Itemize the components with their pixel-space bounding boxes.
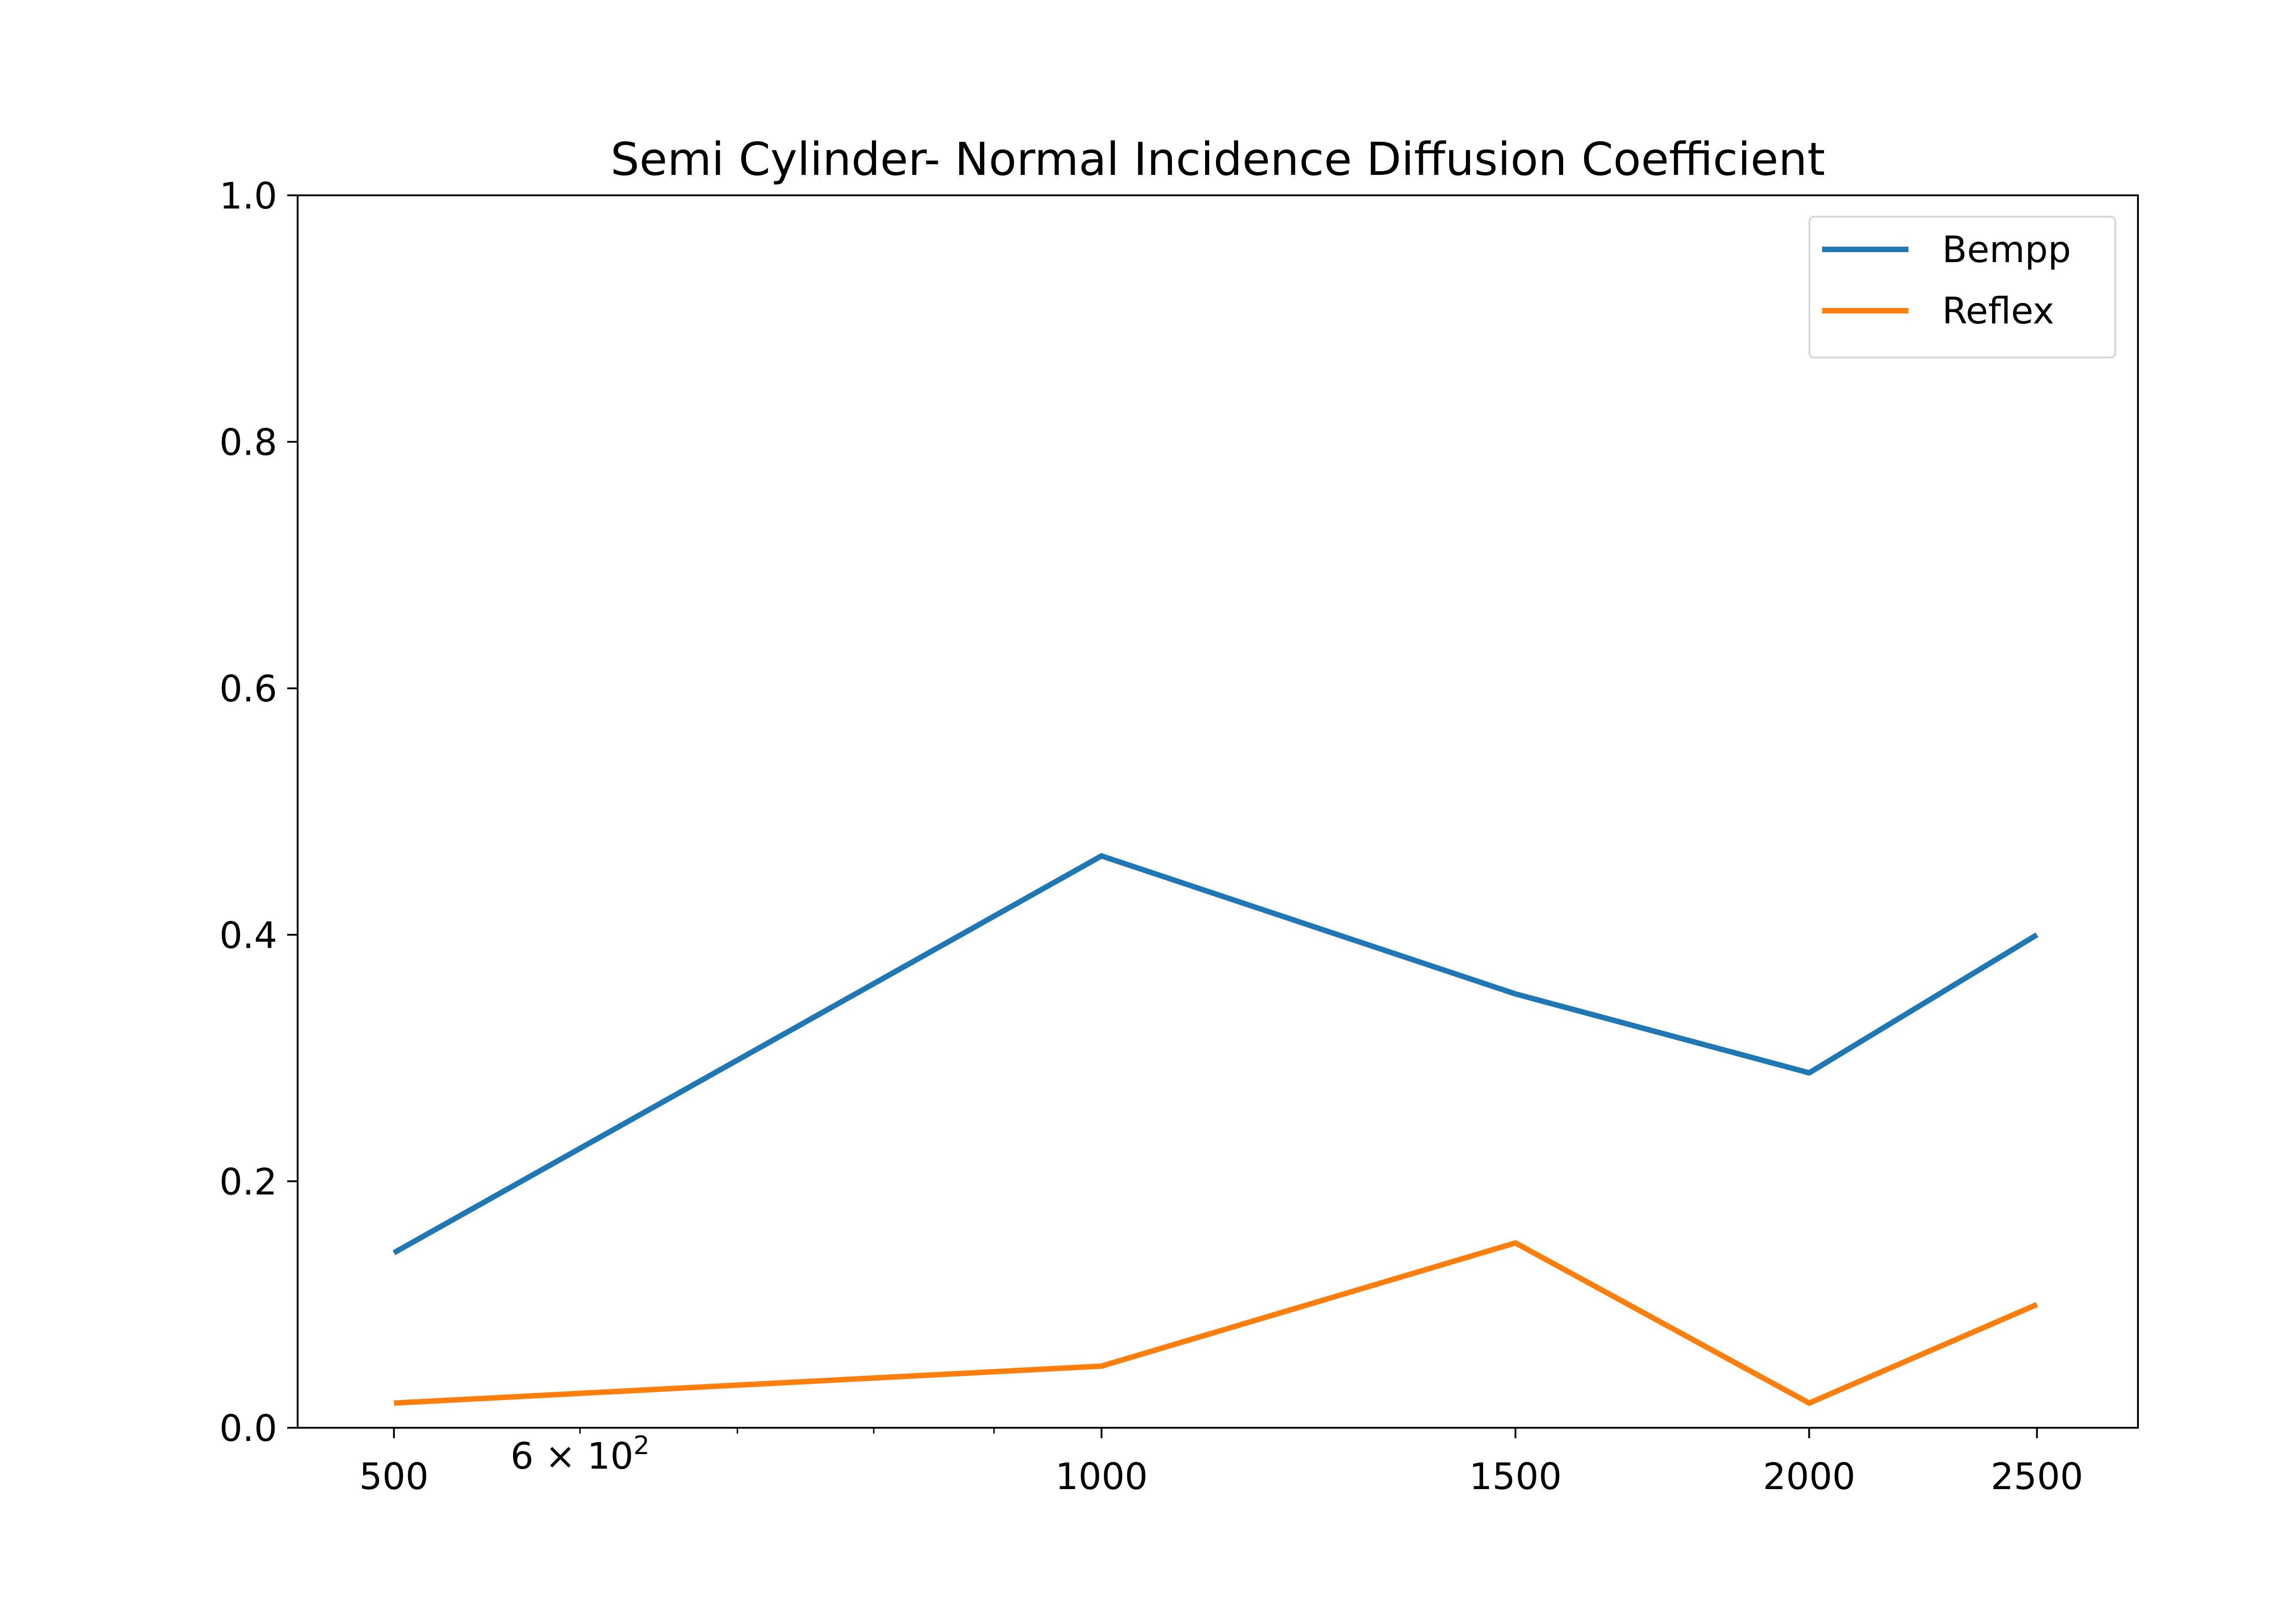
series-line-bempp (392, 853, 2038, 1256)
y-tick-label: 0.2 (219, 1161, 277, 1203)
plot-frame (297, 194, 2139, 1429)
legend-label-bempp: Bempp (1942, 228, 2071, 271)
y-tick-label: 0.8 (219, 422, 277, 464)
x-tick-label: 2000 (1763, 1455, 1856, 1498)
x-minor-tick-label: 6 × 102 (510, 1431, 649, 1477)
legend: Bempp Reflex (1809, 216, 2116, 358)
x-tick-label: 1000 (1055, 1455, 1148, 1498)
x-tick-label: 1500 (1469, 1455, 1562, 1498)
y-tick-label: 1.0 (219, 175, 277, 217)
x-tick-label: 500 (359, 1455, 429, 1498)
axis-layer: 500 1000 1500 2000 2500 6 × 102 0.0 0.2 0.4 0.6 0.… (219, 175, 2083, 1498)
y-tick-label: 0.4 (219, 914, 277, 957)
y-tick-label: 0.6 (219, 668, 277, 710)
legend-label-reflex: Reflex (1942, 290, 2054, 332)
x-tick-label: 2500 (1991, 1455, 2083, 1498)
series-layer (392, 853, 2038, 1406)
series-line-reflex (394, 1240, 2038, 1406)
chart-title: Semi Cylinder- Normal Incidence Diffusio… (611, 133, 1825, 186)
y-tick-label: 0.0 (219, 1407, 277, 1450)
